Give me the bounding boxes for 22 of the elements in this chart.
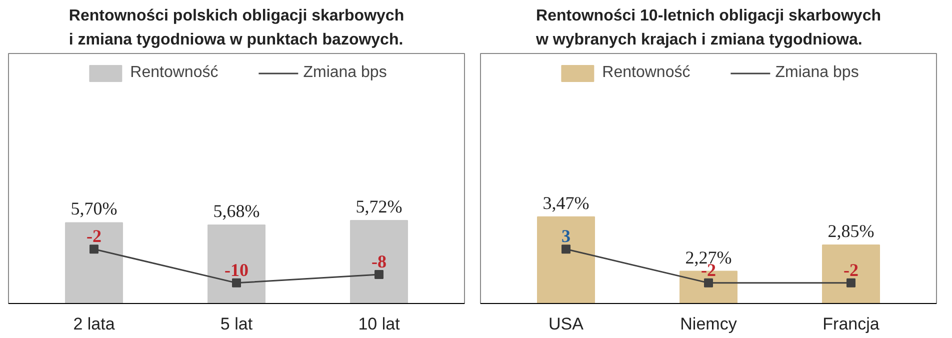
- data-label: 5,70%: [70, 198, 118, 219]
- data-label: -10: [224, 260, 249, 280]
- data-label: 5,68%: [213, 200, 260, 221]
- chart-title: Rentowności 10-letnich obligacji skarbowych w wybranych krajach i zmiana tygodniowa.: [535, 8, 881, 48]
- x-tick-label: 2 lata: [73, 314, 116, 334]
- x-tick-label: Niemcy: [680, 314, 738, 334]
- legend-label: Zmiana bps: [303, 64, 387, 82]
- data-label: -2: [844, 260, 859, 280]
- x-tick-label: 10 lat: [358, 314, 400, 334]
- data-label: -2: [86, 226, 102, 246]
- data-label: 2,85%: [828, 220, 874, 241]
- legend-label: Rentowność: [602, 64, 690, 82]
- data-label: 3: [562, 226, 570, 246]
- x-tick-label: USA: [548, 314, 584, 334]
- legend-label: Zmiana bps: [775, 64, 859, 82]
- data-label: 3,47%: [542, 192, 590, 213]
- chart-title: Rentowności polskich obligacji skarbowych i zmiana tygodniowa w punktach bazowych.: [68, 8, 404, 48]
- x-tick-label: Francja: [822, 314, 880, 334]
- data-label: 5,72%: [356, 196, 402, 217]
- data-label: -8: [372, 251, 387, 272]
- legend-label: Rentowność: [130, 64, 218, 82]
- x-tick-label: 5 lat: [220, 314, 253, 334]
